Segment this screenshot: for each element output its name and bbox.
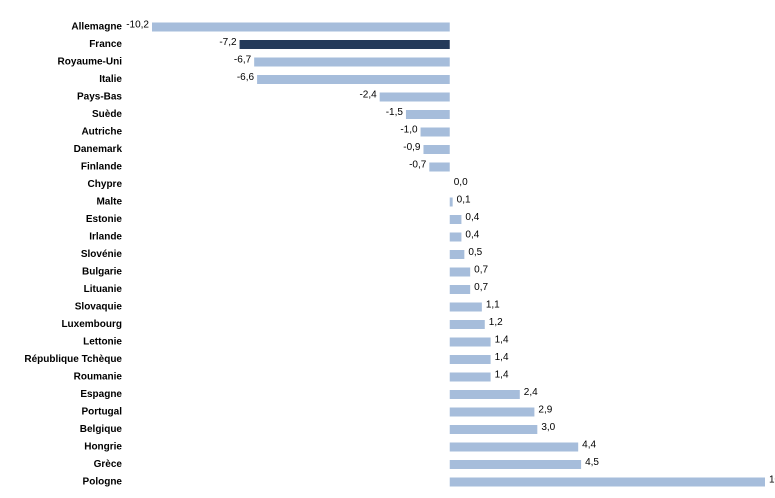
value-label: 2,9 (538, 405, 552, 416)
bar (423, 145, 450, 154)
bar (449, 250, 465, 259)
bar (449, 477, 765, 487)
value-label: 4,5 (585, 457, 599, 468)
category-label: Autriche (81, 127, 122, 138)
value-label: -10,2 (126, 20, 149, 31)
bar (152, 22, 450, 32)
category-label: Espagne (80, 389, 122, 400)
bar (449, 285, 471, 294)
bar (379, 92, 450, 102)
category-label: Malte (96, 197, 122, 208)
value-label: 0,4 (465, 212, 479, 223)
category-label: Pologne (83, 477, 123, 488)
category-label: Pays-Bas (77, 92, 122, 103)
bar (429, 162, 450, 172)
bar (449, 425, 538, 434)
bar (449, 372, 491, 382)
category-label: Slovénie (81, 249, 123, 260)
value-label: -7,2 (219, 37, 237, 48)
value-label: 1,1 (486, 300, 500, 311)
value-label: 1,4 (495, 352, 509, 363)
category-label: Royaume-Uni (58, 57, 123, 68)
value-label: 0,4 (465, 230, 479, 241)
category-label: Slovaquie (75, 302, 123, 313)
category-label: Estonie (86, 214, 123, 225)
bar (449, 215, 462, 224)
category-label: France (89, 39, 122, 50)
category-label: Luxembourg (61, 319, 122, 330)
value-label: 0,7 (474, 265, 488, 276)
bar (449, 302, 482, 312)
value-label: 2,4 (524, 387, 538, 398)
bar (449, 460, 582, 469)
value-label: -2,4 (359, 90, 377, 101)
bar (449, 355, 491, 364)
category-label: Lituanie (84, 284, 123, 295)
bar (449, 407, 535, 417)
bar (239, 40, 450, 49)
bar (254, 57, 450, 67)
category-label: Portugal (81, 407, 122, 418)
value-label: 0,5 (468, 247, 482, 258)
bar (257, 75, 450, 84)
value-label: 3,0 (541, 422, 555, 433)
category-label: Belgique (80, 424, 123, 435)
bar (449, 337, 491, 347)
bar (449, 320, 485, 329)
bar (449, 390, 520, 399)
category-label: Hongrie (84, 442, 122, 453)
value-label: -1,5 (386, 107, 404, 118)
bar (449, 267, 471, 277)
value-label: 4,4 (582, 440, 596, 451)
category-label: Italie (99, 74, 122, 85)
value-label: -0,9 (403, 142, 421, 153)
bar (449, 197, 453, 207)
category-label: Allemagne (71, 22, 122, 33)
category-label: Roumanie (74, 372, 123, 383)
value-label: 1,4 (495, 370, 509, 381)
bar (420, 127, 450, 137)
value-label: 0,7 (474, 282, 488, 293)
category-label: Suède (92, 109, 122, 120)
value-label: -1,0 (400, 125, 418, 136)
value-label: -6,6 (237, 72, 255, 83)
bar (405, 110, 450, 119)
category-label: Chypre (88, 179, 123, 190)
value-label: -6,7 (234, 55, 252, 66)
bar (449, 442, 579, 452)
category-label: Irlande (89, 232, 122, 243)
value-label: 1,4 (495, 335, 509, 346)
value-label: 0,1 (457, 195, 471, 206)
category-label: Lettonie (83, 337, 122, 348)
bar (449, 232, 462, 242)
value-label: 1,2 (489, 317, 503, 328)
value-label: 0,0 (454, 177, 468, 188)
category-label: Grèce (94, 459, 123, 470)
category-label: Danemark (74, 144, 123, 155)
value-label: -0,7 (409, 160, 427, 171)
category-label: Finlande (81, 162, 123, 173)
category-label: Bulgarie (82, 267, 122, 278)
value-label: 10,8 (769, 475, 775, 486)
category-label: République Tchèque (24, 354, 122, 365)
